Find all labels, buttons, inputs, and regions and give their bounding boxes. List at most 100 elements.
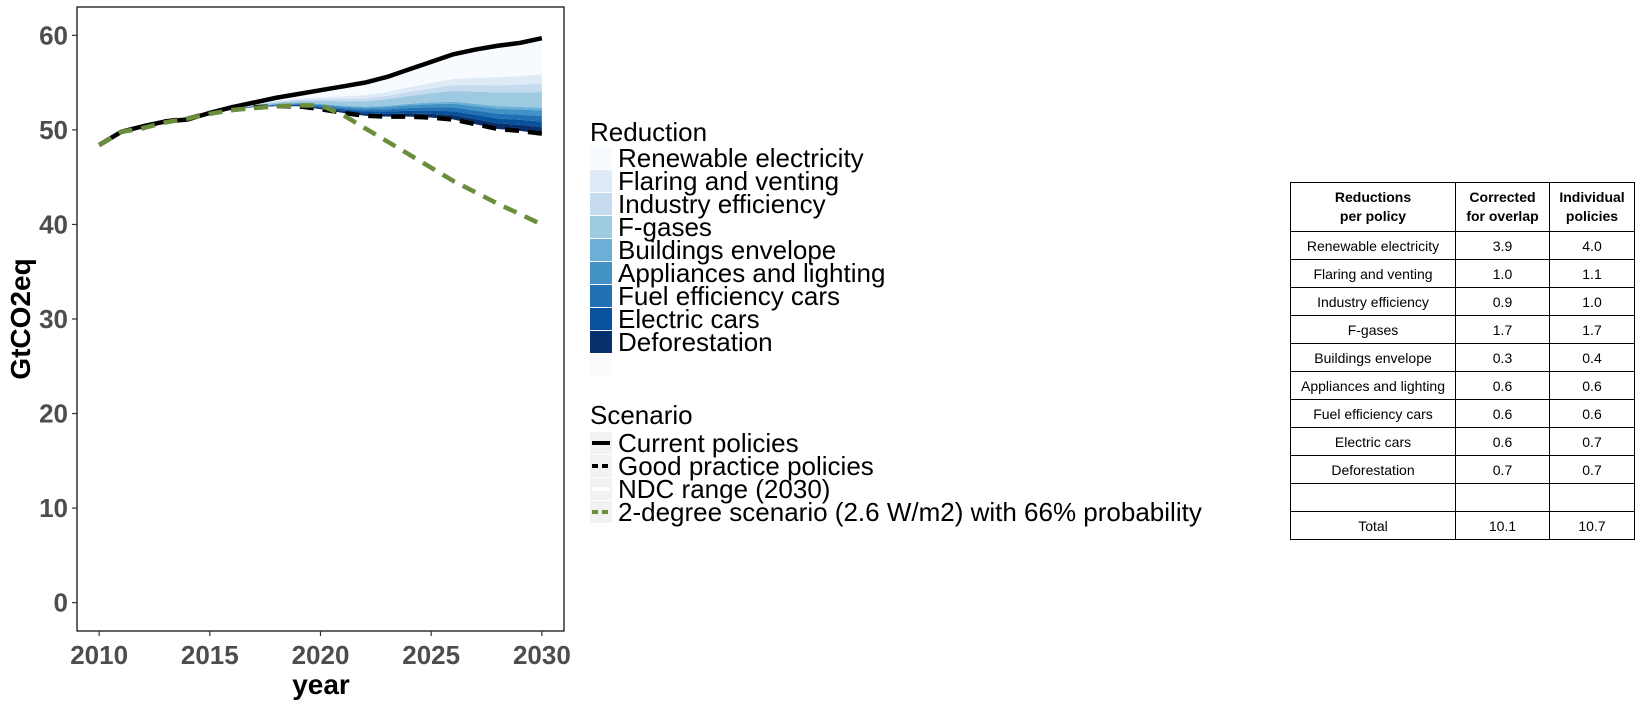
table-cell: 1.7	[1455, 315, 1550, 344]
table-cell: 0.7	[1549, 455, 1635, 484]
y-tick-label: 40	[39, 209, 68, 239]
table-cell: Industry efficiency	[1290, 287, 1456, 316]
table-cell: 1.7	[1549, 315, 1635, 344]
table-row: Electric cars 0.6 0.7	[1290, 427, 1635, 456]
legend-label-f-gases: F-gases	[618, 212, 712, 242]
table-cell: Buildings envelope	[1290, 343, 1456, 372]
table-row: Deforestation 0.7 0.7	[1290, 455, 1635, 484]
table-cell: 0.6	[1549, 399, 1635, 428]
table-cell: Flaring and venting	[1290, 259, 1456, 288]
legend-key-bg-good-practice-policies	[590, 455, 612, 477]
legend-key-f-gases	[590, 216, 612, 238]
table-cell: Total	[1290, 511, 1456, 540]
scenario-lines	[97, 35, 543, 227]
x-tick-label: 2030	[513, 640, 571, 670]
reduction-area-flaring-and-venting	[99, 74, 542, 146]
reduction-area-f-gases	[99, 91, 542, 146]
table-cell: 3.9	[1455, 231, 1550, 260]
line-2-degree-scenario-2-6-w-m2-with-66-probability	[97, 103, 543, 227]
table-cell: Fuel efficiency cars	[1290, 399, 1456, 428]
table-row: Renewable electricity 3.9 4.0	[1290, 231, 1635, 260]
table-cell: F-gases	[1290, 315, 1456, 344]
legend-label-industry-efficiency: Industry efficiency	[618, 189, 826, 219]
table-cell: 10.7	[1549, 511, 1635, 540]
table-cell: Electric cars	[1290, 427, 1456, 456]
legend-key-flaring-and-venting	[590, 170, 612, 192]
table-cell: 0.7	[1455, 455, 1550, 484]
x-axis-title: year	[292, 669, 350, 700]
table-cell: 10.1	[1455, 511, 1550, 540]
legend-key-buildings-envelope	[590, 239, 612, 261]
legend-label-electric-cars: Electric cars	[618, 304, 760, 334]
y-tick-label: 0	[54, 588, 68, 618]
legend-label-good-practice-policies: Good practice policies	[618, 451, 874, 481]
legend-key-electric-cars	[590, 308, 612, 330]
reduction-area-deforestation	[99, 105, 542, 146]
table-cell: 0.7	[1549, 427, 1635, 456]
legend-key-fuel-efficiency-cars	[590, 285, 612, 307]
reduction-legend-title: Reduction	[590, 117, 707, 147]
legend-label-deforestation: Deforestation	[618, 327, 773, 357]
legend-key-bg-2-degree-scenario-2-6-w-m2-with-66-probability	[590, 501, 612, 523]
table-row: F-gases 1.7 1.7	[1290, 315, 1635, 344]
column-header: Reductions per policy	[1290, 182, 1456, 232]
legend-key-renewable-electricity	[590, 147, 612, 169]
table-cell	[1290, 483, 1456, 512]
y-tick-label: 50	[39, 115, 68, 145]
legend-label-ndc-range-2030: NDC range (2030)	[618, 474, 830, 504]
table-cell: Renewable electricity	[1290, 231, 1456, 260]
table-cell: Appliances and lighting	[1290, 371, 1456, 400]
x-tick-label: 2015	[181, 640, 239, 670]
column-header: Corrected for overlap	[1455, 182, 1550, 232]
x-tick-label: 2020	[292, 640, 350, 670]
table-cell: 0.3	[1455, 343, 1550, 372]
table-cell: 0.6	[1455, 371, 1550, 400]
legend-label-flaring-and-venting: Flaring and venting	[618, 166, 839, 196]
table-cell: 0.4	[1549, 343, 1635, 372]
y-axis-title: GtCO2eq	[5, 258, 36, 379]
table-cell: 0.9	[1455, 287, 1550, 316]
table-header-row: Reductions per policy Corrected for overlap…	[1290, 182, 1635, 232]
table-row: Industry efficiency 0.9 1.0	[1290, 287, 1635, 316]
legend-key-appliances-and-lighting	[590, 262, 612, 284]
table-cell: 1.1	[1549, 259, 1635, 288]
table-cell: 1.0	[1455, 259, 1550, 288]
table-row: Flaring and venting 1.0 1.1	[1290, 259, 1635, 288]
legend-label-2-degree-scenario-2-6-w-m2-with-66-probability: 2-degree scenario (2.6 W/m2) with 66% pr…	[618, 497, 1202, 527]
table-row: Fuel efficiency cars 0.6 0.6	[1290, 399, 1635, 428]
x-tick-label: 2010	[70, 640, 128, 670]
column-header: Individual policies	[1549, 182, 1635, 232]
table-cell: 0.6	[1455, 427, 1550, 456]
policy-reduction-table: Reductions per policy Corrected for overlap…	[1290, 182, 1635, 540]
table-cell: 0.6	[1455, 399, 1550, 428]
reduction-area-industry-efficiency	[99, 83, 542, 146]
table-cell	[1455, 483, 1550, 512]
table-cell: Deforestation	[1290, 455, 1456, 484]
table-row	[1290, 483, 1635, 512]
y-tick-label: 10	[39, 493, 68, 523]
table-row: Appliances and lighting 0.6 0.6	[1290, 371, 1635, 400]
legend-key-deforestation	[590, 331, 612, 353]
y-tick-label: 60	[39, 20, 68, 50]
legend-label-appliances-and-lighting: Appliances and lighting	[618, 258, 885, 288]
y-tick-label: 20	[39, 399, 68, 429]
y-tick-label: 30	[39, 304, 68, 334]
legend-label-buildings-envelope: Buildings envelope	[618, 235, 836, 265]
table-cell: 0.6	[1549, 371, 1635, 400]
table-cell: 4.0	[1549, 231, 1635, 260]
legend-label-current-policies: Current policies	[618, 428, 799, 458]
table-row: Buildings envelope 0.3 0.4	[1290, 343, 1635, 372]
table-cell: 1.0	[1549, 287, 1635, 316]
legend-key-blank	[590, 354, 612, 376]
table-cell	[1549, 483, 1635, 512]
legend-label-renewable-electricity: Renewable electricity	[618, 143, 864, 173]
legend-key-industry-efficiency	[590, 193, 612, 215]
table-row: Total 10.1 10.7	[1290, 511, 1635, 540]
x-tick-label: 2025	[402, 640, 460, 670]
table-header: Reductions per policy Corrected for overlap…	[1290, 182, 1635, 232]
scenario-legend-title: Scenario	[590, 400, 693, 430]
